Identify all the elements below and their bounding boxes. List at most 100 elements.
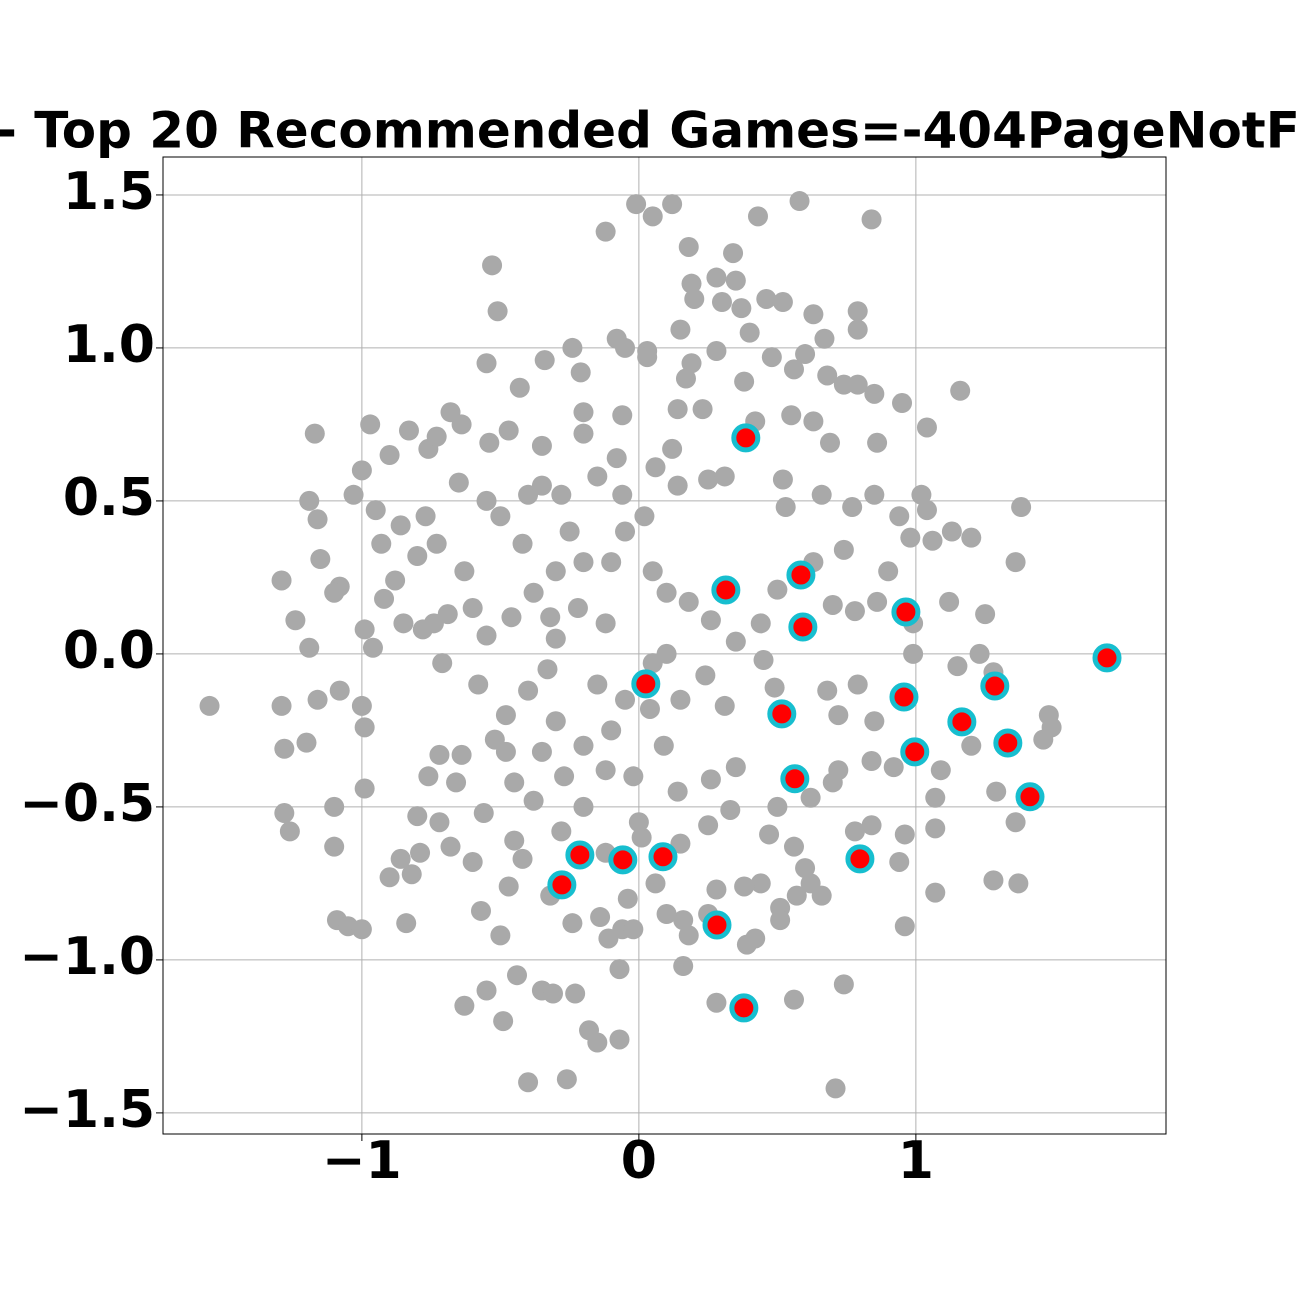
- point: [698, 815, 719, 836]
- point: [393, 613, 414, 634]
- point: [628, 812, 649, 833]
- point: [892, 393, 913, 414]
- point: [518, 680, 539, 701]
- point: [476, 490, 497, 511]
- point: [590, 907, 611, 928]
- point: [844, 821, 865, 842]
- point: [720, 799, 741, 820]
- point: [756, 288, 777, 309]
- point: [731, 298, 752, 319]
- point: [1011, 497, 1032, 518]
- point: [595, 613, 616, 634]
- point: [986, 781, 1007, 802]
- point: [642, 206, 663, 227]
- point: [556, 1069, 577, 1090]
- point: [512, 848, 533, 869]
- highlighted-point: [702, 910, 732, 940]
- point: [462, 851, 483, 872]
- point: [867, 432, 888, 453]
- point: [983, 870, 1004, 891]
- point: [961, 735, 982, 756]
- point: [351, 695, 372, 716]
- point: [681, 273, 702, 294]
- point: [820, 432, 841, 453]
- point: [415, 506, 436, 527]
- point: [767, 796, 788, 817]
- point: [941, 521, 962, 542]
- point: [296, 732, 317, 753]
- point: [285, 610, 306, 631]
- point: [911, 484, 932, 505]
- point: [734, 371, 755, 392]
- point: [772, 469, 793, 490]
- highlighted-point: [648, 842, 678, 872]
- point: [656, 903, 677, 924]
- highlighted-point: [1015, 782, 1045, 812]
- point: [825, 1078, 846, 1099]
- point: [446, 772, 467, 793]
- point: [271, 695, 292, 716]
- point: [714, 466, 735, 487]
- point: [725, 757, 746, 778]
- point: [354, 717, 375, 738]
- point: [725, 631, 746, 652]
- point: [573, 423, 594, 444]
- point: [374, 588, 395, 609]
- point: [523, 582, 544, 603]
- highlighted-point: [1092, 643, 1122, 673]
- point: [545, 561, 566, 582]
- point: [783, 989, 804, 1010]
- y-tick-label: −0.5: [19, 774, 155, 834]
- point: [764, 677, 785, 698]
- point: [847, 301, 868, 322]
- point: [847, 319, 868, 340]
- point: [573, 552, 594, 573]
- point: [867, 591, 888, 612]
- point: [922, 530, 943, 551]
- point: [360, 414, 381, 435]
- point: [412, 619, 433, 640]
- point: [468, 674, 489, 695]
- point: [645, 873, 666, 894]
- point: [476, 353, 497, 374]
- point: [615, 689, 636, 710]
- y-tick-label: 1.0: [63, 315, 155, 375]
- point: [543, 983, 564, 1004]
- point: [864, 711, 885, 732]
- point: [822, 772, 843, 793]
- point: [783, 359, 804, 380]
- point: [562, 913, 583, 934]
- point: [822, 594, 843, 615]
- point: [504, 830, 525, 851]
- point: [883, 757, 904, 778]
- point: [1008, 873, 1029, 894]
- point: [631, 827, 652, 848]
- point: [684, 288, 705, 309]
- highlighted-point: [889, 682, 919, 712]
- point: [803, 304, 824, 325]
- point: [470, 900, 491, 921]
- point: [451, 744, 472, 765]
- point: [811, 885, 832, 906]
- point: [401, 864, 422, 885]
- point: [795, 344, 816, 365]
- point: [354, 778, 375, 799]
- point: [842, 497, 863, 518]
- point: [861, 751, 882, 772]
- point: [454, 561, 475, 582]
- point: [573, 796, 594, 817]
- point: [670, 689, 691, 710]
- point: [545, 628, 566, 649]
- highlighted-point: [547, 870, 577, 900]
- point: [501, 607, 522, 628]
- point: [271, 570, 292, 591]
- point: [637, 347, 658, 368]
- point: [775, 497, 796, 518]
- point: [612, 405, 633, 426]
- point: [706, 267, 727, 288]
- point: [814, 328, 835, 349]
- point: [390, 848, 411, 869]
- point: [878, 561, 899, 582]
- point: [540, 607, 561, 628]
